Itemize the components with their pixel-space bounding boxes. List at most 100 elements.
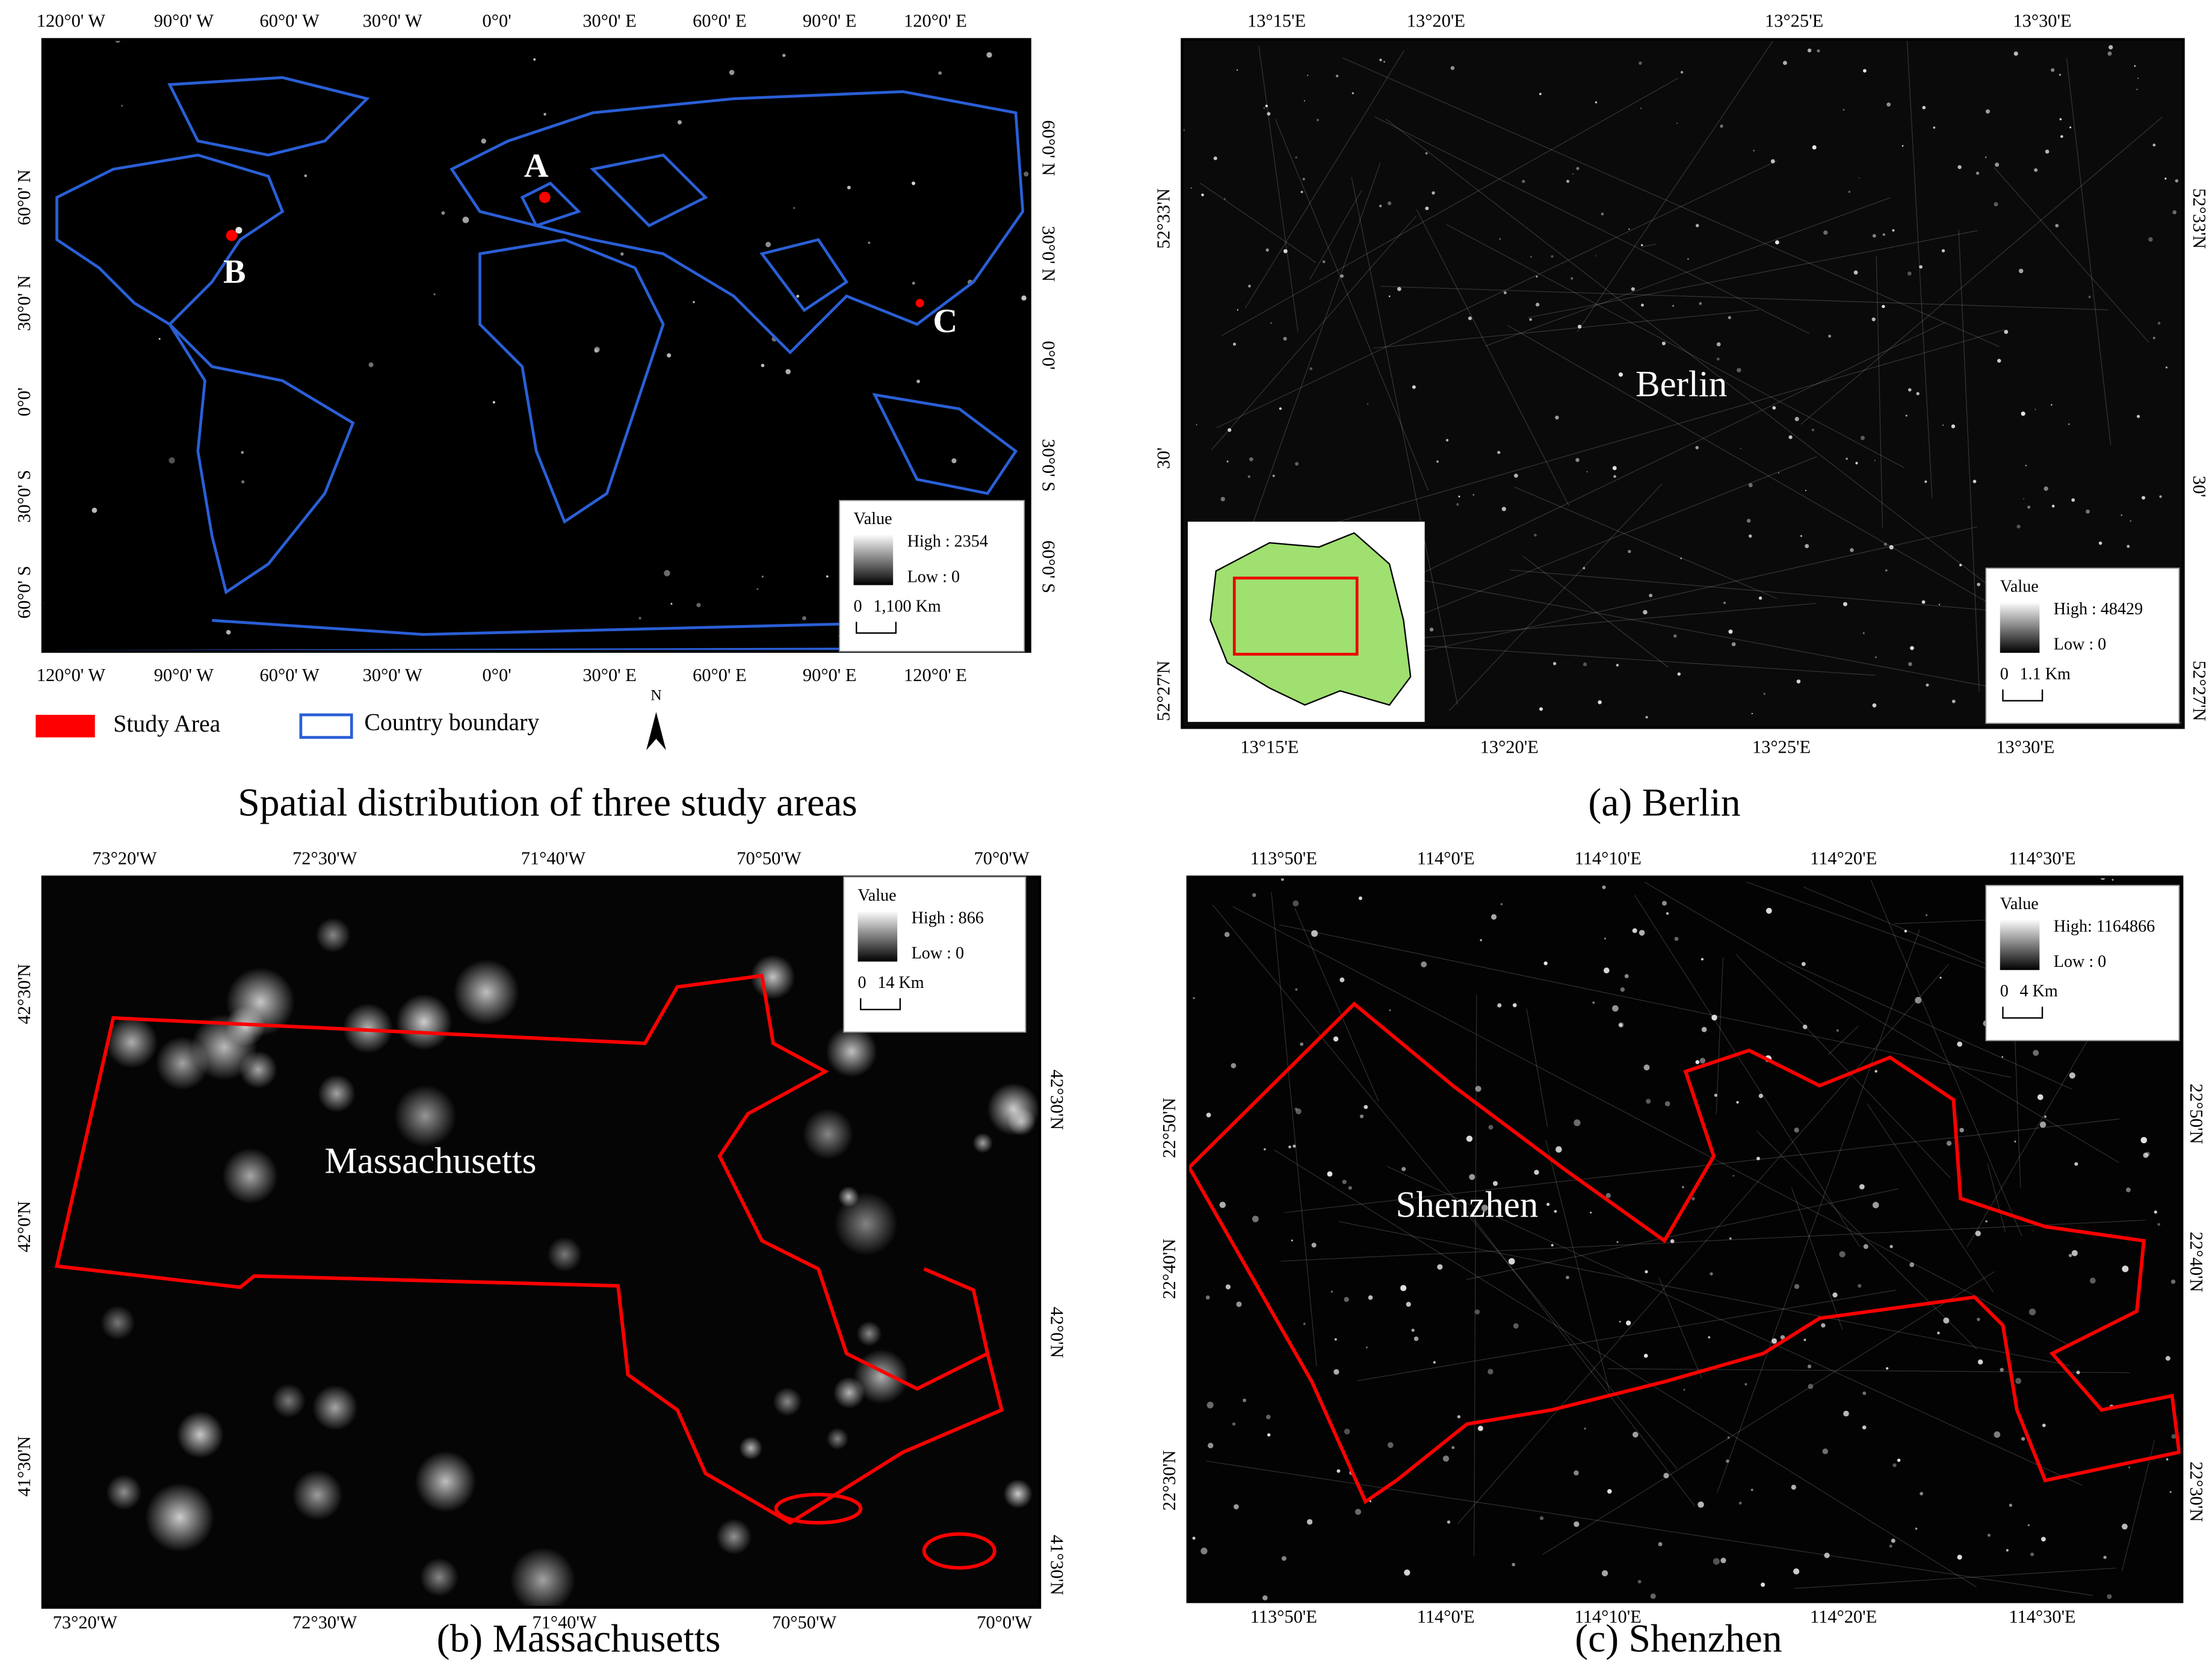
light-spot xyxy=(1708,1336,1711,1339)
road xyxy=(1987,1163,2006,1233)
road xyxy=(1373,309,1759,349)
light-spot xyxy=(2041,1537,2046,1542)
light-spot xyxy=(1680,557,1682,560)
road xyxy=(1717,930,1920,1493)
road xyxy=(1958,230,1980,692)
light-spot xyxy=(1272,474,1275,477)
light-spot xyxy=(1512,1562,1515,1567)
light-spot xyxy=(1279,407,1282,410)
light-spot xyxy=(1832,1292,1838,1298)
light-spot xyxy=(1213,156,1217,161)
light-spot xyxy=(1872,234,1876,238)
y-tick-label: 41°30'N xyxy=(1047,1535,1067,1596)
light-spot xyxy=(696,603,701,608)
light-spot xyxy=(1670,1239,1675,1244)
road xyxy=(1994,167,2149,343)
light-spot xyxy=(1772,406,1776,410)
light-spot xyxy=(1379,58,1382,61)
road xyxy=(1416,209,1569,507)
light-spot xyxy=(1664,1101,1670,1106)
light-spot xyxy=(1535,303,1540,307)
light-spot xyxy=(1200,1547,1208,1555)
light-spot xyxy=(158,338,161,340)
light-spot xyxy=(1334,1338,1337,1341)
light-spot xyxy=(1307,75,1309,76)
light-spot xyxy=(1698,1501,1704,1508)
study-area-marker xyxy=(539,191,551,203)
light-spot xyxy=(1839,1251,1846,1257)
scale-start: 0 xyxy=(2000,982,2009,1001)
road xyxy=(1338,1221,2071,1366)
light-spot xyxy=(1480,939,1482,942)
light-spot xyxy=(938,71,942,75)
light-spot xyxy=(1500,903,1503,905)
light-spot xyxy=(773,1387,802,1416)
light-spot xyxy=(415,1451,477,1513)
light-spot xyxy=(1335,75,1339,78)
x-tick-label: 72°30'W xyxy=(292,848,357,868)
light-spot xyxy=(802,1108,854,1160)
light-spot xyxy=(1701,958,1704,961)
light-spot xyxy=(2128,1466,2131,1469)
light-spot xyxy=(1926,914,1928,916)
road xyxy=(1716,957,1724,1114)
imagery-layer xyxy=(1192,877,2176,1601)
light-spot xyxy=(2004,330,2009,334)
light-spot xyxy=(1499,238,1501,240)
light-spot xyxy=(1738,1501,1742,1505)
light-spot xyxy=(2068,1253,2072,1257)
light-spot xyxy=(1474,1309,1480,1315)
light-spot xyxy=(1643,609,1648,615)
light-spot xyxy=(1612,1005,1619,1012)
light-spot xyxy=(1492,1180,1498,1186)
y-tick-label: 30°0' N xyxy=(1039,226,1059,282)
light-spot xyxy=(1761,1582,1766,1587)
light-spot xyxy=(2001,1056,2004,1058)
light-spot xyxy=(2154,1210,2157,1214)
light-spot xyxy=(1379,205,1382,208)
light-spot xyxy=(1836,1029,1839,1032)
light-spot xyxy=(761,363,765,368)
light-spot xyxy=(394,1085,457,1147)
x-tick-label: 0°0' xyxy=(483,10,511,31)
light-spot xyxy=(1863,1244,1868,1249)
scale-start: 0 xyxy=(854,597,862,615)
light-spot xyxy=(1802,1024,1808,1029)
light-spot xyxy=(1946,1141,1952,1146)
light-spot xyxy=(1283,336,1287,341)
study-area-marker xyxy=(226,229,238,241)
road xyxy=(2066,58,2112,445)
light-spot xyxy=(1612,466,1617,470)
light-spot xyxy=(1508,1258,1515,1265)
x-tick-label: 113°50'E xyxy=(1250,848,1317,868)
light-spot xyxy=(2130,520,2132,522)
light-spot xyxy=(510,1547,576,1608)
legend-swatch xyxy=(299,713,353,739)
x-tick-label: 90°0' W xyxy=(154,665,214,685)
light-spot xyxy=(2107,1594,2112,1599)
legend-label: Study Area xyxy=(113,711,220,737)
light-spot xyxy=(1862,69,1867,73)
road xyxy=(1380,286,2109,310)
light-spot xyxy=(1794,1284,1800,1289)
light-spot xyxy=(2170,1279,2176,1284)
light-spot xyxy=(1957,165,1962,169)
light-spot xyxy=(1551,1244,1554,1247)
marker-label: A xyxy=(524,147,549,185)
light-spot xyxy=(1196,424,1197,425)
light-spot xyxy=(1445,439,1449,442)
y-tick-label: 22°50'N xyxy=(2186,1084,2207,1144)
light-spot xyxy=(729,70,735,75)
light-spot xyxy=(1577,324,1582,329)
light-spot xyxy=(105,1016,158,1069)
light-spot xyxy=(1902,145,1904,147)
legend-low: Low : 0 xyxy=(912,944,964,963)
road xyxy=(1244,50,1405,309)
light-spot xyxy=(1552,662,1557,665)
light-spot xyxy=(100,1305,135,1340)
light-spot xyxy=(1736,1100,1739,1104)
light-spot xyxy=(1775,240,1779,245)
light-spot xyxy=(1860,436,1865,440)
x-tick-label: 13°25'E xyxy=(1752,736,1811,757)
light-spot xyxy=(2013,51,2018,56)
